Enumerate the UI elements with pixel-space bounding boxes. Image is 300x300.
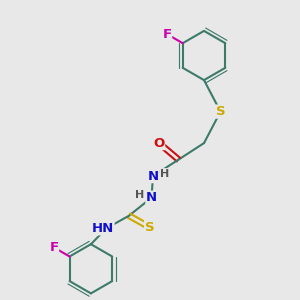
Text: S: S — [216, 105, 225, 118]
Text: S: S — [145, 220, 154, 234]
Text: F: F — [163, 28, 172, 41]
Text: H: H — [160, 169, 169, 179]
Text: HN: HN — [92, 222, 114, 235]
Text: O: O — [153, 136, 165, 150]
Text: N: N — [146, 191, 157, 204]
Text: N: N — [147, 169, 159, 183]
Text: H: H — [136, 190, 145, 200]
Text: F: F — [50, 241, 58, 254]
